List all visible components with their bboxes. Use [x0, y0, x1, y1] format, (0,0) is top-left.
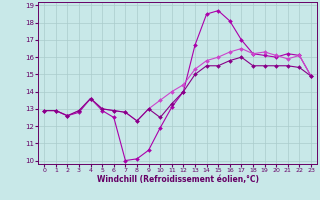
- X-axis label: Windchill (Refroidissement éolien,°C): Windchill (Refroidissement éolien,°C): [97, 175, 259, 184]
